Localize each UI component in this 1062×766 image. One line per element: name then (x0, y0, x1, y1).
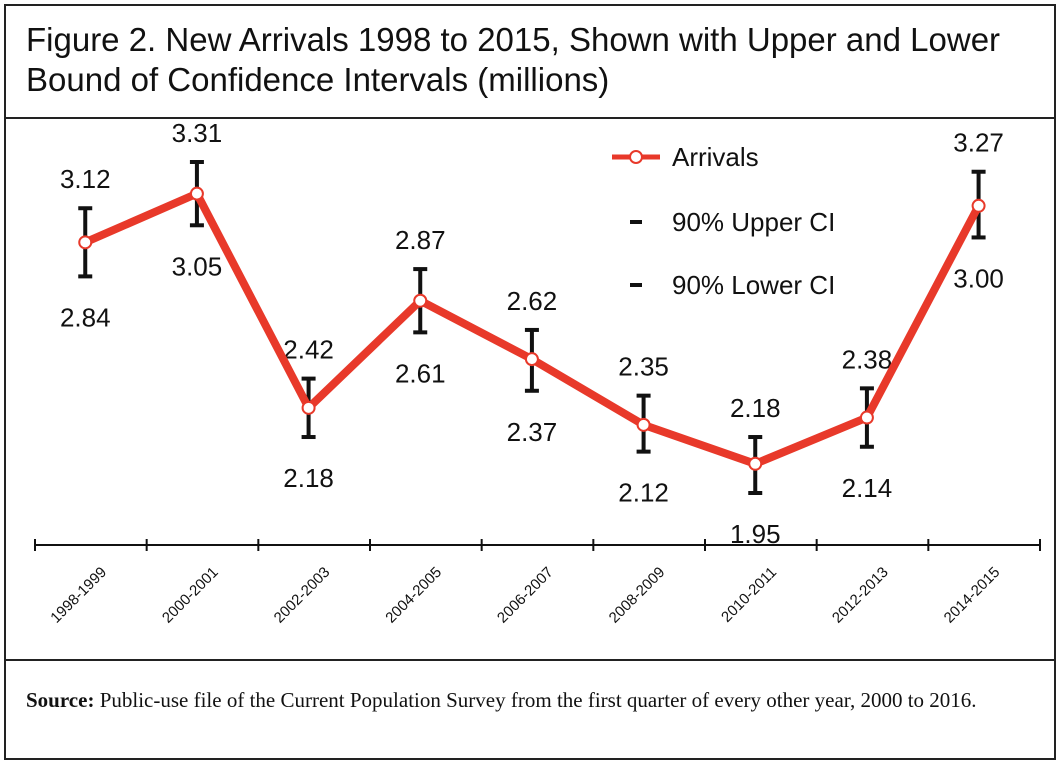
arrivals-marker (189, 186, 204, 201)
upper-ci-label: 2.42 (283, 335, 334, 365)
lower-ci-label: 2.18 (283, 463, 334, 493)
upper-ci-label: 2.87 (395, 225, 446, 255)
lower-ci-label: 2.14 (842, 473, 893, 503)
upper-ci-label: 3.12 (60, 164, 111, 194)
x-tick-label: 2004-2005 (382, 564, 445, 627)
upper-ci-label: 2.38 (842, 344, 893, 374)
arrivals-marker (301, 400, 316, 415)
arrivals-marker (748, 456, 763, 471)
legend-label: 90% Lower CI (672, 270, 835, 300)
source-label: Source: (26, 688, 95, 712)
lower-ci-label: 2.12 (618, 478, 669, 508)
upper-ci-label: 2.18 (730, 393, 781, 423)
lower-ci-label: 3.00 (953, 263, 1004, 293)
upper-ci-label: 3.27 (953, 128, 1004, 158)
upper-ci-label: 2.62 (507, 286, 558, 316)
lower-ci-label: 2.61 (395, 358, 446, 388)
x-tick-label: 2010-2011 (718, 564, 780, 626)
arrivals-marker (524, 352, 539, 367)
lower-ci-label: 1.95 (730, 519, 781, 549)
arrivals-marker (78, 235, 93, 250)
x-tick-label: 2012-2013 (829, 564, 892, 627)
upper-ci-label: 3.31 (172, 118, 223, 148)
x-tick-label: 2006-2007 (494, 564, 557, 627)
upper-ci-label: 2.35 (618, 352, 669, 382)
source-text: Public-use file of the Current Populatio… (99, 688, 977, 712)
x-tick-label: 2000-2001 (159, 564, 222, 627)
lower-ci-label: 2.37 (507, 417, 558, 447)
legend-label: 90% Upper CI (672, 207, 835, 237)
arrivals-marker (636, 417, 651, 432)
legend-label: Arrivals (672, 142, 759, 172)
arrivals-marker (413, 293, 428, 308)
x-tick-label: 2002-2003 (271, 564, 334, 627)
x-tick-label: 2008-2009 (606, 564, 669, 627)
x-tick-label: 2014-2015 (941, 564, 1004, 627)
lower-ci-label: 2.84 (60, 302, 111, 332)
chart-frame (4, 4, 1056, 760)
arrivals-marker (859, 410, 874, 425)
chart-title: Figure 2. New Arrivals 1998 to 2015, Sho… (26, 21, 1001, 98)
legend-swatch (629, 150, 643, 164)
source-note: Source: Public-use file of the Current P… (26, 683, 1036, 717)
lower-ci-label: 3.05 (172, 251, 223, 281)
arrivals-marker (971, 198, 986, 213)
x-tick-label: 1998-1999 (47, 564, 110, 627)
